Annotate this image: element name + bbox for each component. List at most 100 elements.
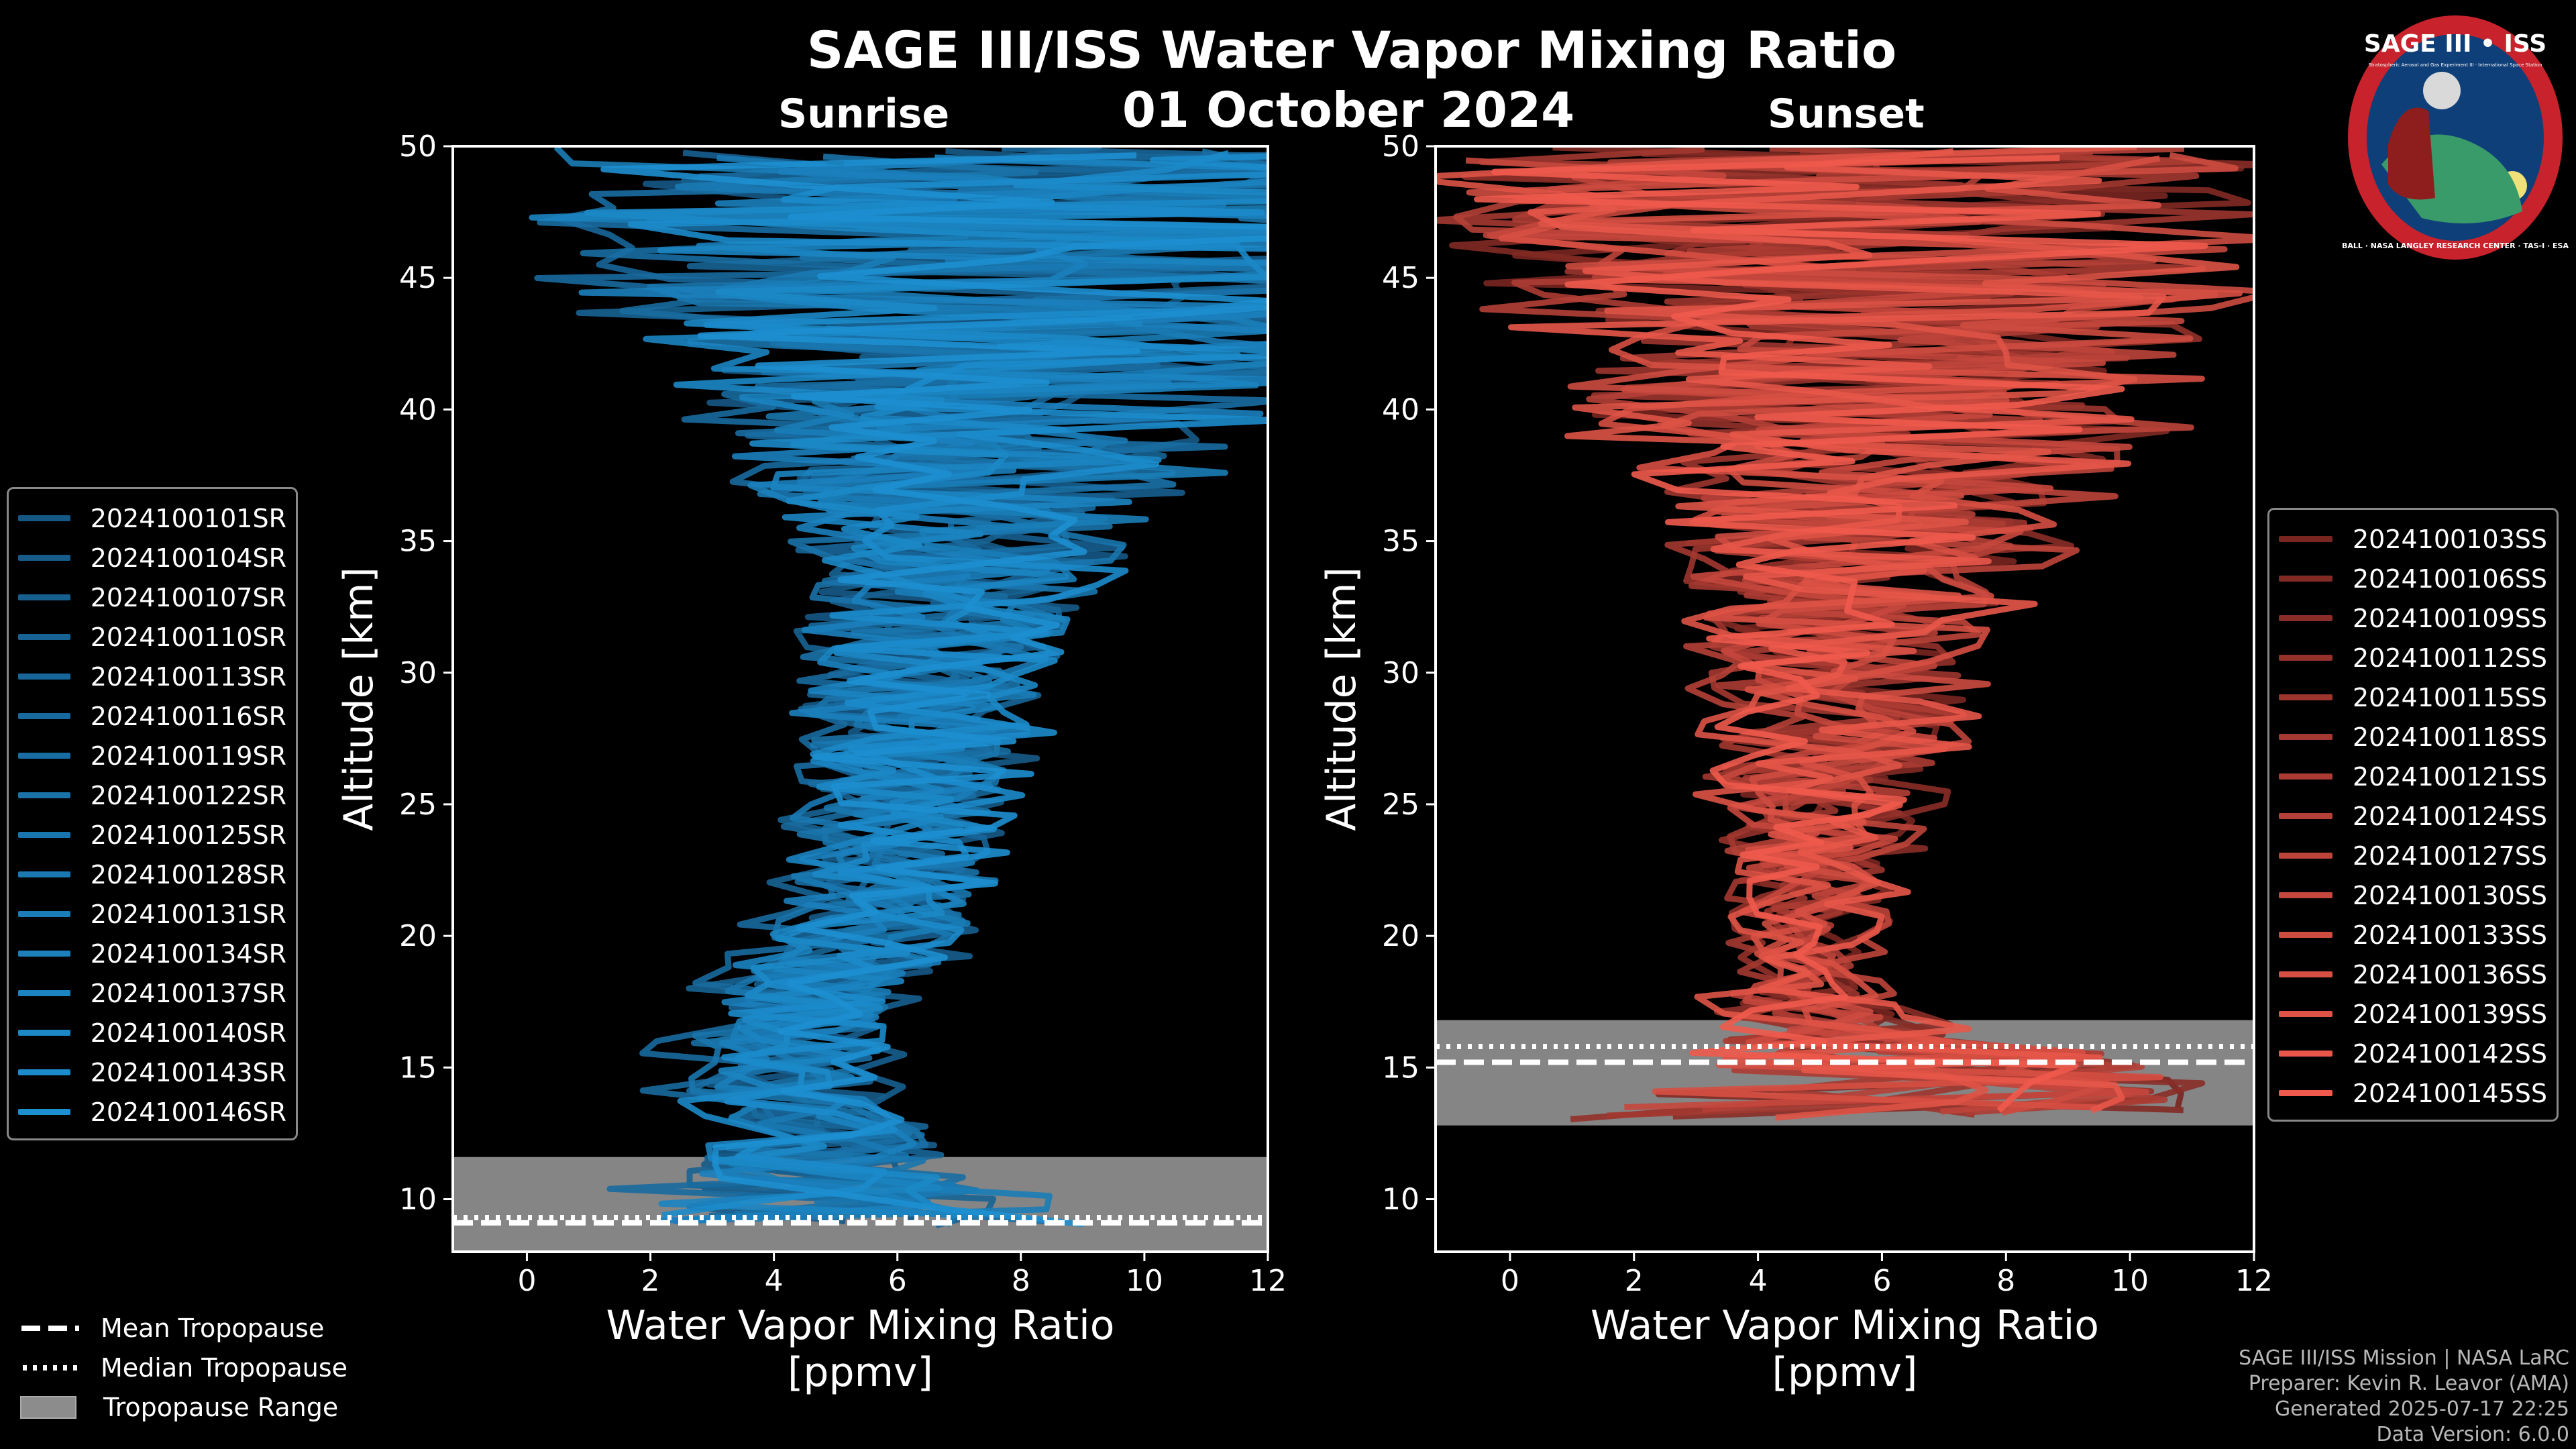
legend-label: 2024100101SR [90, 503, 286, 533]
legend-swatch [2279, 1090, 2332, 1096]
legend-item: 2024100121SS [2279, 757, 2547, 796]
sunrise-plot-frame [451, 145, 1269, 1253]
legend-mean-tropopause: Mean Tropopause [20, 1308, 396, 1348]
sunrise-y-tick-label: 25 [399, 788, 437, 822]
legend-item: 2024100139SS [2279, 994, 2547, 1034]
legend-swatch [2279, 694, 2332, 700]
legend-swatch [18, 871, 70, 877]
sunset-x-tick-label: 0 [1501, 1264, 1519, 1298]
tropopause-legend: Mean Tropopause Median Tropopause Tropop… [20, 1308, 396, 1427]
sunset-panel-title: Sunset [1768, 91, 1925, 138]
legend-item: 2024100119SR [18, 736, 286, 775]
legend-mean-label: Mean Tropopause [101, 1313, 325, 1343]
credits: SAGE III/ISS Mission | NASA LaRC Prepare… [2239, 1346, 2569, 1448]
legend-label: 2024100131SR [90, 899, 286, 929]
legend-label: 2024100130SS [2352, 880, 2547, 910]
legend-range-label: Tropopause Range [103, 1392, 339, 1422]
sunrise-y-axis-label: Altitude [km] [335, 567, 382, 831]
sunset-x-tick-label: 8 [1996, 1264, 2015, 1298]
sunset-x-tick-label: 6 [1872, 1264, 1891, 1298]
legend-item: 2024100113SR [18, 657, 286, 696]
credits-generated: Generated 2025-07-17 22:25 [2274, 1397, 2569, 1421]
sunset-y-tick-label: 45 [1382, 261, 1419, 295]
profile-2024100143SR [627, 153, 1268, 1218]
credits-mission: SAGE III/ISS Mission | NASA LaRC [2239, 1346, 2569, 1370]
sunrise-y-tick-label: 10 [399, 1183, 437, 1217]
sage-iii-iss-logo: SAGE III • ISS Stratospheric Aerosol and… [2341, 10, 2569, 265]
legend-label: 2024100142SS [2352, 1038, 2547, 1069]
legend-label: 2024100137SR [90, 978, 286, 1008]
legend-label: 2024100122SR [90, 780, 286, 810]
legend-swatch [18, 515, 70, 521]
sunset-y-tick-label: 35 [1382, 525, 1419, 559]
legend-swatch [2279, 773, 2332, 780]
logo-figure [2388, 107, 2435, 200]
range-swatch [20, 1395, 76, 1419]
sunset-x-axis-label: [ppmv] [1772, 1349, 1918, 1396]
logo-text-small: Stratospheric Aerosol and Gas Experiment… [2368, 62, 2542, 68]
sunrise-x-tick-label: 2 [641, 1264, 660, 1298]
legend-label: 2024100139SS [2352, 999, 2547, 1029]
sunrise-y-tick-label: 50 [399, 129, 437, 164]
sunset-legend: 2024100103SS 2024100106SS 2024100109SS 2024… [2267, 508, 2559, 1122]
legend-label: 2024100119SR [90, 741, 286, 771]
legend-item: 2024100101SR [18, 498, 286, 538]
legend-item: 2024100124SS [2279, 796, 2547, 836]
legend-swatch [18, 951, 70, 957]
legend-swatch [18, 594, 70, 600]
credits-version: Data Version: 6.0.0 [2376, 1423, 2569, 1446]
legend-swatch [2279, 1011, 2332, 1017]
legend-swatch [18, 1109, 70, 1115]
legend-item: 2024100133SS [2279, 915, 2547, 955]
legend-swatch [2279, 615, 2332, 621]
sunset-x-tick-label: 2 [1625, 1264, 1644, 1298]
legend-item: 2024100140SR [18, 1013, 286, 1053]
legend-label: 2024100125SR [90, 820, 286, 850]
sunrise-x-tick-label: 6 [888, 1264, 907, 1298]
legend-item: 2024100118SS [2279, 717, 2547, 757]
sunset-y-tick-label: 25 [1382, 788, 1419, 822]
legend-item: 2024100137SR [18, 973, 286, 1013]
sunset-y-tick-label: 30 [1382, 656, 1419, 690]
legend-median-tropopause: Median Tropopause [20, 1348, 396, 1387]
legend-label: 2024100107SR [90, 582, 286, 612]
legend-item: 2024100122SR [18, 775, 286, 815]
sunset-y-tick-label: 40 [1382, 392, 1419, 427]
sunrise-panel-title: Sunrise [778, 91, 950, 138]
legend-item: 2024100125SR [18, 815, 286, 855]
legend-swatch [2279, 892, 2332, 898]
legend-item: 2024100131SR [18, 894, 286, 934]
legend-label: 2024100115SS [2352, 682, 2547, 712]
legend-swatch [18, 634, 70, 640]
legend-item: 2024100136SS [2279, 955, 2547, 994]
legend-swatch [18, 713, 70, 719]
credits-preparer: Preparer: Kevin R. Leavor (AMA) [2248, 1372, 2569, 1395]
legend-label: 2024100103SS [2352, 524, 2547, 554]
logo-text-top: SAGE III • ISS [2364, 30, 2546, 58]
logo-text-ring: BALL · NASA LANGLEY RESEARCH CENTER · TA… [2342, 241, 2569, 250]
legend-label: 2024100127SS [2352, 841, 2547, 871]
legend-swatch [2279, 971, 2332, 977]
sunset-y-axis-label: Altitude [km] [1318, 567, 1365, 831]
legend-median-label: Median Tropopause [101, 1352, 347, 1383]
legend-item: 2024100116SR [18, 696, 286, 736]
legend-swatch [2279, 734, 2332, 740]
legend-item: 2024100127SS [2279, 836, 2547, 875]
legend-label: 2024100116SR [90, 701, 286, 731]
legend-label: 2024100134SR [90, 938, 286, 969]
sunrise-x-tick-label: 4 [765, 1264, 784, 1298]
legend-item: 2024100109SS [2279, 598, 2547, 638]
legend-swatch [18, 674, 70, 680]
legend-label: 2024100112SS [2352, 643, 2547, 673]
sunrise-x-tick-label: 10 [1126, 1264, 1163, 1298]
legend-label: 2024100109SS [2352, 603, 2547, 633]
legend-swatch [18, 1030, 70, 1036]
sunset-y-tick-label: 10 [1382, 1183, 1419, 1217]
legend-item: 2024100115SS [2279, 678, 2547, 717]
legend-swatch [18, 753, 70, 759]
sunset-x-axis-label: Water Vapor Mixing Ratio [1591, 1302, 2099, 1349]
dashed-line-icon [21, 1325, 79, 1331]
legend-swatch [2279, 1051, 2332, 1057]
sunset-y-tick-label: 50 [1382, 129, 1419, 164]
